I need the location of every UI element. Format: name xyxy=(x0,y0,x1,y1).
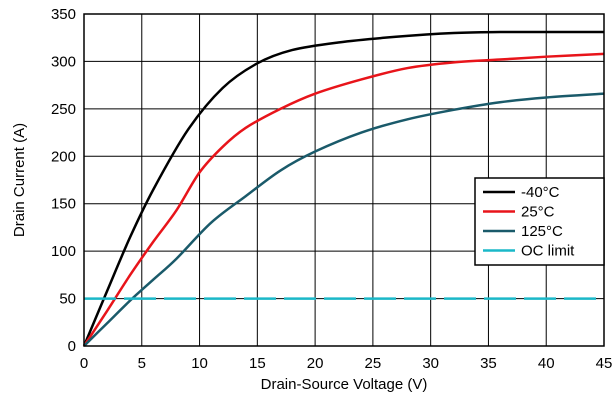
x-tick-label: 10 xyxy=(191,355,208,372)
y-tick-label: 250 xyxy=(51,101,76,118)
y-tick-label: 150 xyxy=(51,196,76,213)
legend: -40°C 25°C 125°C OC limit xyxy=(474,177,605,266)
legend-label: 125°C xyxy=(521,223,563,240)
x-tick-label: 40 xyxy=(538,355,555,372)
y-tick-label: 350 xyxy=(51,6,76,23)
y-axis-ticks: 0 50 100 150 200 250 300 350 xyxy=(51,6,76,355)
y-tick-label: 300 xyxy=(51,53,76,70)
x-tick-label: 25 xyxy=(365,355,382,372)
x-tick-label: 45 xyxy=(596,355,613,372)
x-tick-label: 30 xyxy=(422,355,439,372)
y-tick-label: 100 xyxy=(51,243,76,260)
x-tick-label: 0 xyxy=(80,355,88,372)
y-tick-label: 0 xyxy=(68,338,76,355)
x-tick-label: 15 xyxy=(249,355,266,372)
legend-label: -40°C xyxy=(521,184,560,201)
legend-label: 25°C xyxy=(521,204,555,221)
series-line-minus40c xyxy=(82,30,604,347)
plot-lines xyxy=(82,30,605,347)
y-tick-label: 200 xyxy=(51,148,76,165)
x-axis-title: Drain-Source Voltage (V) xyxy=(261,376,428,393)
x-tick-label: 20 xyxy=(307,355,324,372)
series-line-125c xyxy=(83,92,605,347)
series-line-25c xyxy=(82,52,605,347)
x-tick-label: 5 xyxy=(138,355,146,372)
legend-label: OC limit xyxy=(521,243,575,260)
y-tick-label: 50 xyxy=(59,291,76,308)
y-axis-title: Drain Current (A) xyxy=(11,123,28,237)
x-axis-ticks: 0 5 10 15 20 25 30 35 40 45 xyxy=(80,355,613,372)
x-tick-label: 35 xyxy=(480,355,497,372)
